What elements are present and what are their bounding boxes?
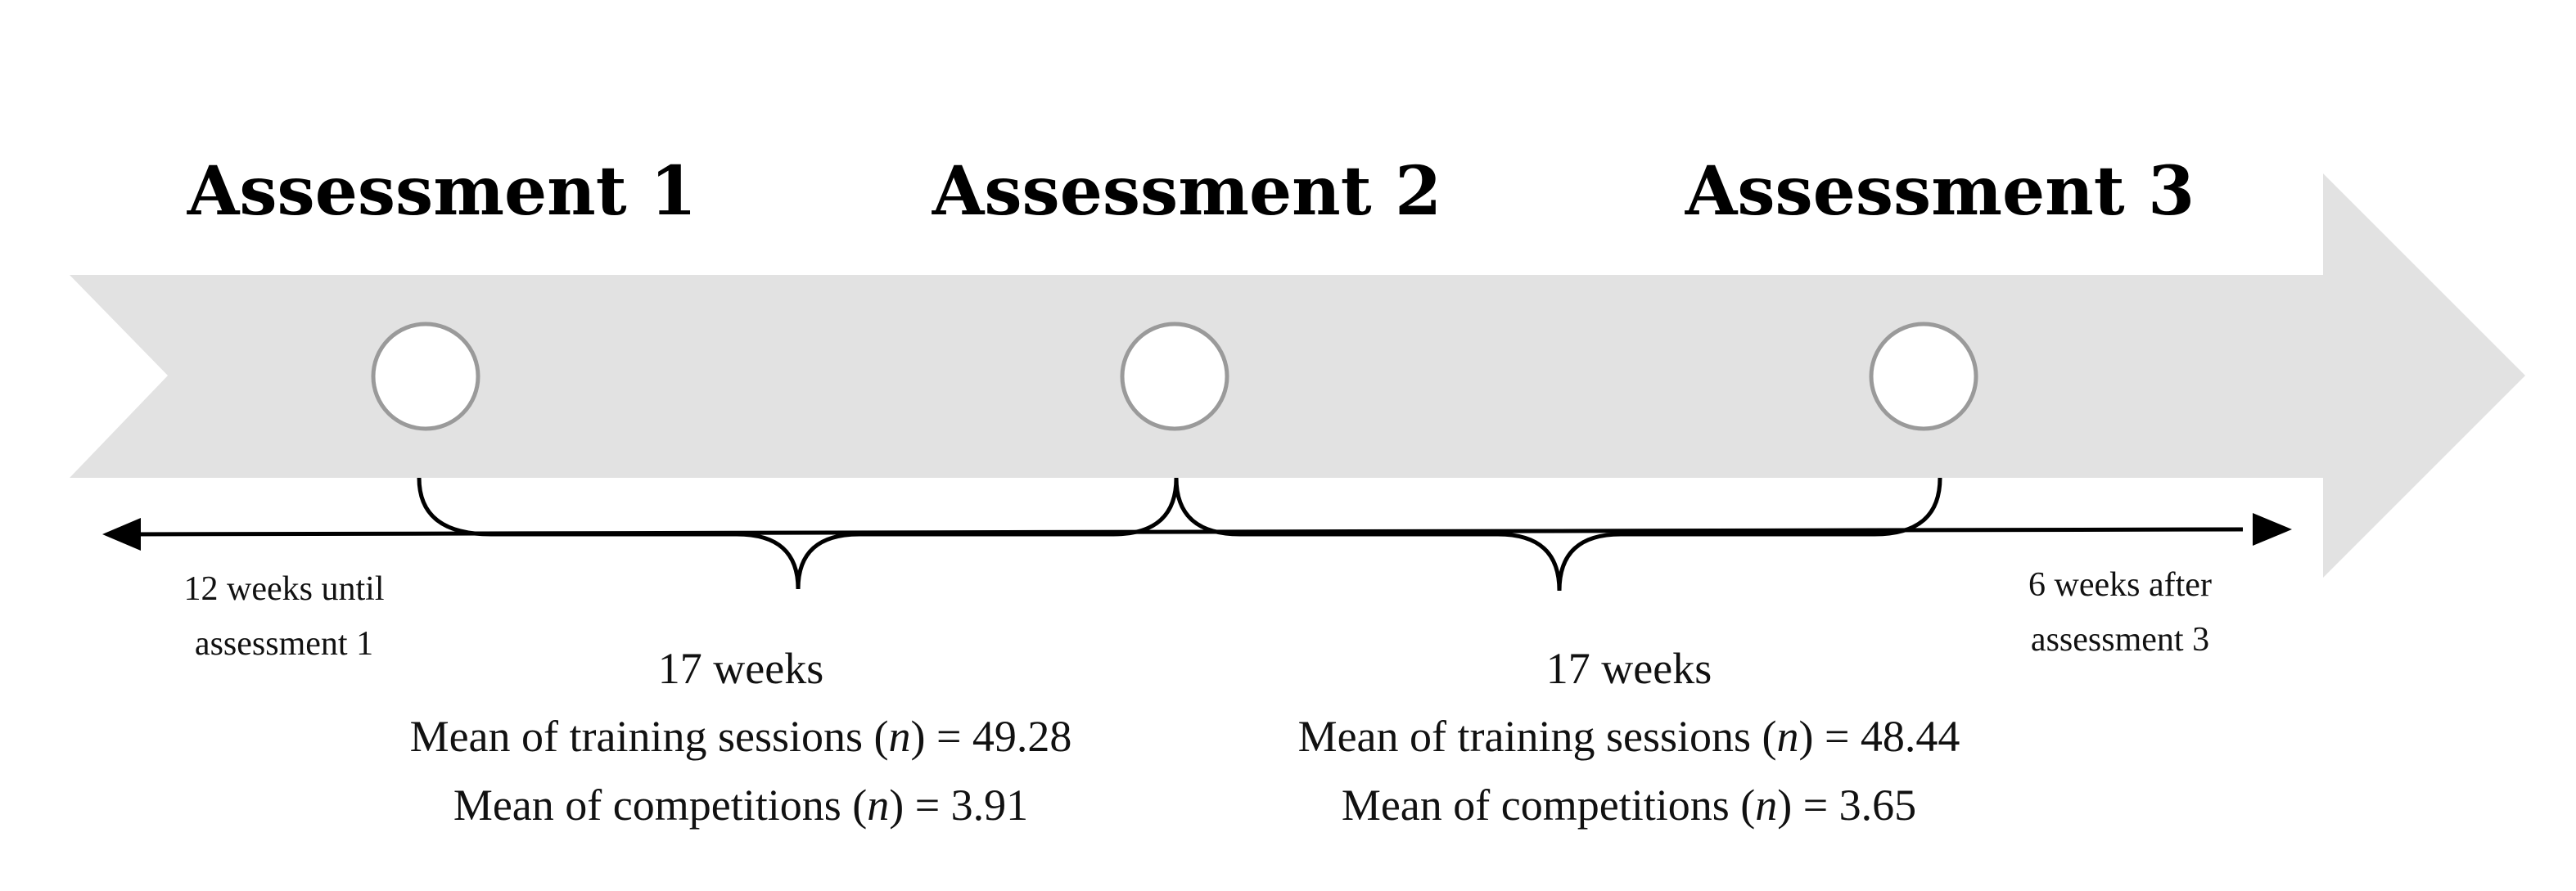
period-2-brace — [1174, 477, 1942, 592]
timeline-left-arrowhead — [102, 518, 141, 551]
period-1-duration: 17 weeks — [658, 644, 823, 693]
assessment-2-title: Assessment 2 — [932, 152, 1442, 231]
assessment-1-title: Assessment 1 — [187, 152, 697, 231]
after-note-line-1: 6 weeks after — [2028, 566, 2212, 604]
period-1-brace — [417, 477, 1179, 590]
assessment-3-title: Assessment 3 — [1685, 152, 2195, 231]
before-note-line-1: 12 weeks until — [184, 570, 385, 608]
timeline-arrow-band — [70, 173, 2525, 578]
before-note-line-2: assessment 1 — [195, 625, 373, 663]
assessment-2-marker — [1120, 322, 1229, 431]
period-1-competitions-mean: Mean of competitions (n) = 3.91 — [453, 781, 1028, 830]
after-note-line-2: assessment 3 — [2031, 621, 2209, 659]
assessment-3-marker — [1869, 322, 1978, 431]
period-2-competitions-mean: Mean of competitions (n) = 3.65 — [1342, 781, 1916, 830]
assessment-1-marker — [371, 322, 480, 431]
period-2-duration: 17 weeks — [1546, 644, 1712, 693]
period-2-training-mean: Mean of training sessions (n) = 48.44 — [1298, 712, 1960, 761]
period-1-training-mean: Mean of training sessions (n) = 49.28 — [410, 712, 1072, 761]
timeline-right-arrowhead — [2253, 513, 2292, 546]
timeline-line — [130, 527, 2244, 537]
